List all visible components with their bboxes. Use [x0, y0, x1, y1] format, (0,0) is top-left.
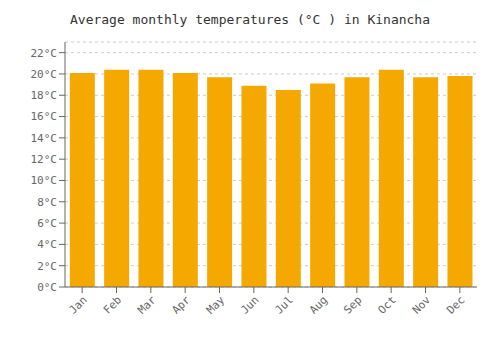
svg-text:16°C: 16°C — [31, 110, 58, 123]
svg-text:0°C: 0°C — [37, 281, 57, 294]
svg-text:Sep: Sep — [341, 293, 364, 316]
svg-text:4°C: 4°C — [37, 238, 57, 251]
svg-text:12°C: 12°C — [31, 153, 58, 166]
svg-text:Nov: Nov — [410, 293, 434, 317]
svg-text:Apr: Apr — [170, 293, 194, 317]
svg-text:Dec: Dec — [444, 293, 467, 316]
svg-text:8°C: 8°C — [37, 196, 57, 209]
svg-text:18°C: 18°C — [31, 89, 58, 102]
svg-text:22°C: 22°C — [31, 47, 58, 60]
svg-text:Jan: Jan — [67, 293, 90, 316]
html-text:Average monthly temperatures (: Average monthly temperatures (°C ) in Ki… — [70, 12, 430, 27]
svg-text:Oct: Oct — [376, 293, 399, 316]
svg-text:Feb: Feb — [101, 293, 124, 316]
svg-text:20°C: 20°C — [31, 68, 58, 81]
svg-text:Jul: Jul — [273, 293, 296, 316]
svg-text:Aug: Aug — [307, 293, 330, 316]
svg-text:6°C: 6°C — [37, 217, 57, 230]
svg-text:10°C: 10°C — [31, 174, 58, 187]
svg-text:Mar: Mar — [135, 293, 159, 317]
svg-text:Jun: Jun — [238, 293, 261, 316]
svg-text:May: May — [204, 293, 228, 317]
svg-text:14°C: 14°C — [31, 132, 58, 145]
svg-text:2°C: 2°C — [37, 260, 57, 273]
